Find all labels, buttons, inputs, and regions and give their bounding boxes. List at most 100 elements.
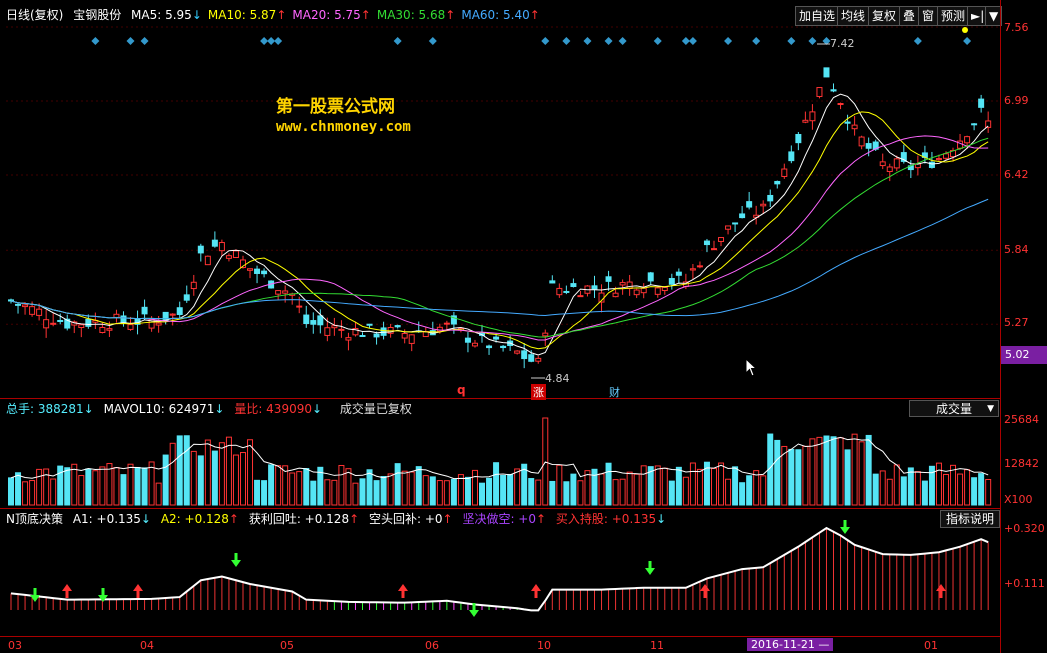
candle-body [563, 290, 570, 293]
window-button[interactable]: 窗 [918, 6, 939, 26]
volume-bar [802, 445, 809, 506]
volume-bar [127, 463, 134, 506]
candle-body [675, 271, 682, 276]
volume-bar [957, 473, 964, 506]
candle-body [718, 237, 725, 242]
candle-body [22, 304, 29, 308]
candle-body [211, 239, 218, 247]
candle-body [317, 315, 324, 326]
adjust-button[interactable]: 复权 [868, 6, 901, 26]
ma-legend: MA5: 5.95↓ MA10: 5.87↑ MA20: 5.75↑ MA30: 5.… [131, 8, 546, 22]
candle-body [218, 242, 225, 252]
candle-body [471, 342, 478, 347]
indicator-hold: 买入持股: +0.135 [555, 512, 657, 526]
volume-bar [331, 479, 338, 506]
ma10-line [10, 111, 989, 350]
add-watchlist-button[interactable]: 加自选 [795, 6, 840, 26]
volume-bar [239, 452, 246, 506]
volume-bar [823, 435, 830, 506]
candle-body [239, 259, 246, 268]
date-cursor-label: 2016-11-21 — [747, 638, 834, 651]
candle-body [225, 255, 232, 259]
volume-bar [964, 469, 971, 506]
volume-bar [907, 467, 914, 506]
indicator-help-button[interactable]: 指标说明 [940, 510, 1000, 528]
signal-diamond-icon [604, 37, 613, 45]
candle-body [612, 292, 619, 298]
candle-body [113, 313, 120, 318]
volume-bar [935, 462, 942, 506]
volume-bar [247, 439, 254, 506]
signal-diamond-icon [562, 37, 571, 45]
candle-body [788, 151, 795, 162]
down-arrow-icon [645, 561, 655, 575]
volume-bar [310, 480, 317, 506]
volume-bar [197, 455, 204, 506]
chevron-down-icon[interactable]: ▼ [985, 6, 1003, 26]
candle-body [443, 322, 450, 325]
volume-bar [268, 464, 275, 506]
candle-body [514, 350, 521, 354]
end-nav-icon[interactable]: ►| [967, 6, 989, 26]
candle-body [626, 281, 633, 290]
watermark-url: www.chnmoney.com [276, 119, 411, 135]
volume-bar [528, 478, 535, 506]
candle-body [29, 306, 36, 315]
volume-header: 总手: 388281↓ MAVOL10: 624971↓ 量比: 439090↓… [6, 400, 418, 418]
candle-body [633, 289, 640, 296]
candle-body [345, 337, 352, 341]
candle-body [141, 306, 148, 315]
volume-bar [225, 436, 232, 506]
volume-bar [493, 462, 500, 506]
candle-body [654, 287, 661, 295]
candle-body [50, 322, 57, 325]
candle-body [978, 98, 985, 108]
volume-bar [85, 468, 92, 506]
candle-body [535, 357, 542, 362]
candle-body [303, 314, 310, 325]
volume-bar [99, 466, 106, 506]
stock-name: 宝钢股份 [73, 8, 122, 22]
candle-body [711, 248, 717, 251]
volume-bar [282, 465, 289, 506]
candle-body [183, 294, 190, 301]
volume-bar [654, 465, 661, 506]
candle-body [647, 272, 654, 282]
event-mark-rise[interactable]: 涨 [531, 384, 546, 400]
volume-bar [352, 482, 359, 506]
signal-diamond-icon [653, 37, 662, 45]
signal-diamond-icon [91, 37, 100, 45]
date-tick: 10 [537, 639, 551, 652]
candle-body [689, 268, 696, 271]
volume-bar [816, 436, 823, 506]
ma-legend-arrow: ↓ [191, 8, 202, 22]
volume-bar [830, 436, 837, 506]
volume-bar [113, 467, 120, 506]
candle-body [795, 133, 802, 144]
volume-ratio: 量比: 439090 [234, 402, 312, 416]
signal-diamond-icon [140, 37, 149, 45]
event-mark-q[interactable]: q [457, 383, 466, 397]
indicator-a2: A2: +0.128 [160, 512, 229, 526]
volume-bar [120, 474, 127, 506]
candle-body [542, 332, 549, 337]
volume-ratio-arrow: ↓ [311, 402, 323, 416]
volume-indicator-divider [0, 508, 1000, 509]
volume-bar [795, 449, 802, 506]
indicator-a1-arrow: ↓ [140, 512, 151, 526]
event-mark-finance[interactable]: 财 [609, 386, 620, 399]
price-tick: 5.84 [1004, 243, 1029, 256]
volume-bar [893, 464, 900, 506]
candle-body [879, 161, 886, 167]
volume-bar [661, 467, 668, 506]
candle-body [8, 299, 14, 302]
candle-body [366, 323, 373, 326]
volume-bar [718, 462, 725, 506]
volume-bar [788, 448, 795, 506]
candle-body [760, 203, 767, 207]
volume-bar [570, 473, 577, 506]
volume-dropdown[interactable]: 成交量 ▼ [909, 400, 999, 417]
volume-bar [563, 481, 570, 506]
date-tick: 05 [280, 639, 294, 652]
